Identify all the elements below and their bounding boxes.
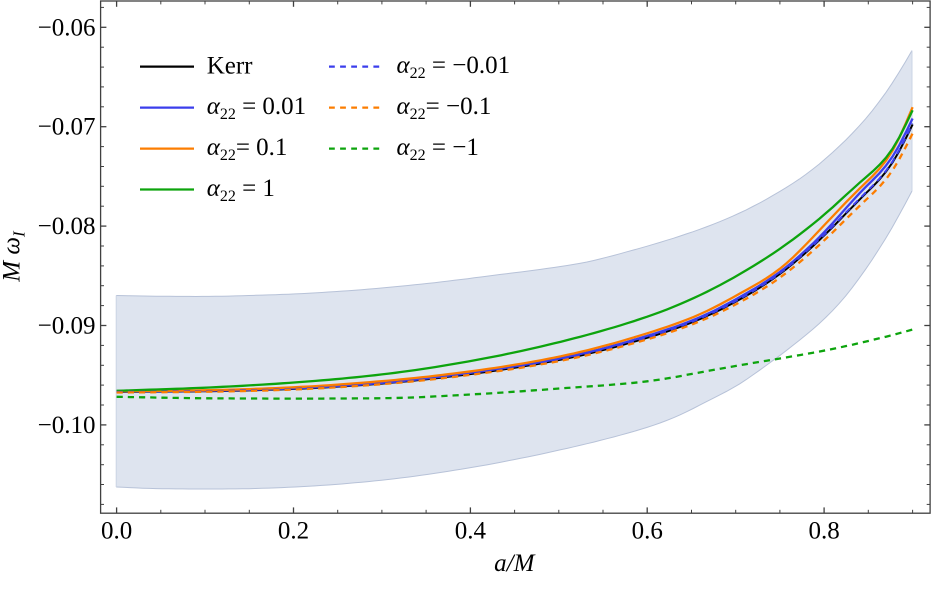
svg-text:−0.10: −0.10 [38,412,96,439]
svg-text:−0.08: −0.08 [38,213,96,240]
svg-text:α22= −0.1: α22= −0.1 [397,93,492,123]
svg-text:α22 = −1: α22 = −1 [397,134,479,164]
svg-text:0.4: 0.4 [455,518,487,545]
svg-text:M ωI: M ωI [0,230,29,283]
svg-text:−0.06: −0.06 [38,14,96,41]
svg-text:Kerr: Kerr [207,53,253,80]
svg-text:0.2: 0.2 [278,518,309,545]
svg-text:a/M: a/M [494,550,535,577]
svg-text:α22 = 0.01: α22 = 0.01 [207,93,306,123]
svg-text:−0.09: −0.09 [38,313,96,340]
svg-text:−0.07: −0.07 [38,114,96,141]
svg-text:α22 = 1: α22 = 1 [207,175,275,205]
svg-text:α22= 0.1: α22= 0.1 [207,134,288,164]
svg-text:0.8: 0.8 [808,518,839,545]
svg-text:0.0: 0.0 [101,518,132,545]
svg-text:0.6: 0.6 [632,518,663,545]
svg-text:α22 = −0.01: α22 = −0.01 [397,52,511,82]
